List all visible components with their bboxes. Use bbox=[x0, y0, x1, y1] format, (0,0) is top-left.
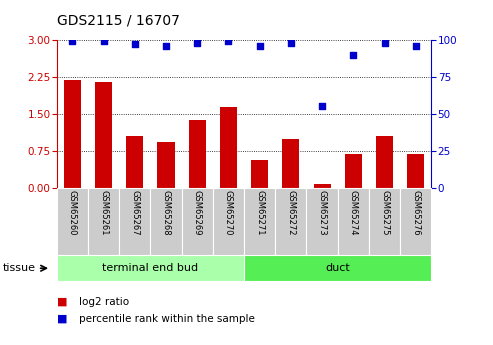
Point bbox=[287, 40, 295, 46]
Text: GSM65275: GSM65275 bbox=[380, 190, 389, 236]
Bar bbox=[119, 188, 150, 255]
Text: ■: ■ bbox=[57, 297, 67, 307]
Bar bbox=[88, 188, 119, 255]
Bar bbox=[57, 188, 88, 255]
Bar bbox=[95, 82, 112, 188]
Text: duct: duct bbox=[325, 263, 350, 273]
Point bbox=[256, 43, 264, 48]
Text: tissue: tissue bbox=[2, 263, 35, 273]
Text: ■: ■ bbox=[57, 314, 67, 324]
Text: GSM65268: GSM65268 bbox=[162, 190, 171, 236]
Text: GSM65261: GSM65261 bbox=[99, 190, 108, 236]
Text: GSM65267: GSM65267 bbox=[130, 190, 139, 236]
Bar bbox=[150, 188, 181, 255]
Point bbox=[318, 104, 326, 109]
Bar bbox=[64, 80, 81, 188]
Point bbox=[131, 41, 139, 47]
Bar bbox=[189, 120, 206, 188]
Bar bbox=[157, 142, 175, 188]
Text: GSM65269: GSM65269 bbox=[193, 190, 202, 236]
Point bbox=[193, 40, 201, 46]
Text: GSM65272: GSM65272 bbox=[286, 190, 295, 236]
Point bbox=[350, 52, 357, 57]
Bar bbox=[282, 139, 299, 188]
Bar bbox=[314, 184, 331, 188]
Bar bbox=[307, 188, 338, 255]
Point bbox=[224, 38, 232, 44]
Bar bbox=[251, 160, 268, 188]
Text: GSM65274: GSM65274 bbox=[349, 190, 358, 236]
Text: GSM65276: GSM65276 bbox=[411, 190, 420, 236]
Point bbox=[381, 40, 388, 46]
Bar bbox=[220, 107, 237, 188]
Bar bbox=[275, 188, 307, 255]
Point bbox=[100, 38, 107, 44]
Bar bbox=[181, 188, 213, 255]
Text: GSM65270: GSM65270 bbox=[224, 190, 233, 236]
Text: percentile rank within the sample: percentile rank within the sample bbox=[79, 314, 255, 324]
Text: log2 ratio: log2 ratio bbox=[79, 297, 129, 307]
Bar bbox=[244, 188, 275, 255]
Text: GSM65271: GSM65271 bbox=[255, 190, 264, 236]
Bar bbox=[400, 188, 431, 255]
Text: terminal end bud: terminal end bud bbox=[103, 263, 198, 273]
Point bbox=[412, 43, 420, 48]
Text: GSM65260: GSM65260 bbox=[68, 190, 77, 236]
Bar bbox=[345, 155, 362, 188]
Text: GDS2115 / 16707: GDS2115 / 16707 bbox=[57, 14, 179, 28]
Bar bbox=[213, 188, 244, 255]
Point bbox=[69, 38, 76, 44]
Bar bbox=[338, 188, 369, 255]
Bar bbox=[376, 136, 393, 188]
Bar bbox=[244, 255, 431, 281]
Bar bbox=[407, 155, 424, 188]
Bar bbox=[369, 188, 400, 255]
Bar bbox=[126, 136, 143, 188]
Bar bbox=[57, 255, 244, 281]
Point bbox=[162, 43, 170, 48]
Text: GSM65273: GSM65273 bbox=[317, 190, 326, 236]
